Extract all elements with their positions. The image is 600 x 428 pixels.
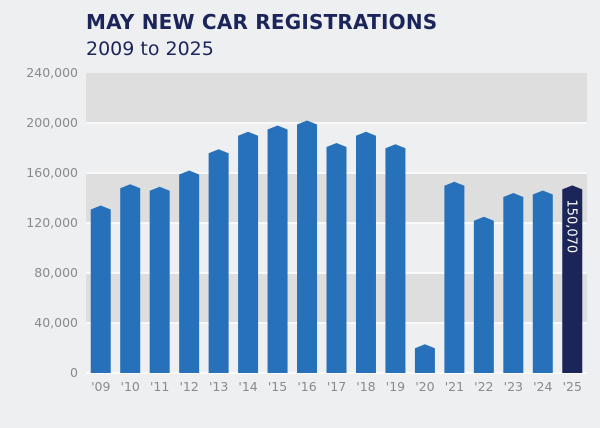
x-tick-label: '20 [415, 379, 434, 394]
y-tick-label: 160,000 [26, 165, 78, 180]
x-tick-label: '22 [474, 379, 493, 394]
x-tick-label: '18 [356, 379, 375, 394]
x-tick-label: '14 [238, 379, 257, 394]
grid-band [86, 73, 587, 123]
x-tick-label: '16 [297, 379, 316, 394]
x-tick-label: '25 [563, 379, 582, 394]
bar-13 [208, 149, 229, 373]
chart-title: MAY NEW CAR REGISTRATIONS [86, 10, 438, 34]
bar-09 [90, 205, 111, 373]
bar-21 [444, 181, 465, 373]
x-tick-label: '10 [121, 379, 140, 394]
bar-22 [473, 216, 494, 373]
bar-25 [562, 185, 583, 373]
bar-12 [179, 170, 200, 373]
y-tick-label: 240,000 [26, 65, 78, 80]
x-tick-label: '11 [150, 379, 169, 394]
y-tick-label: 200,000 [26, 115, 78, 130]
x-tick-label: '17 [327, 379, 346, 394]
x-tick-label: '15 [268, 379, 287, 394]
x-tick-label: '24 [533, 379, 552, 394]
chart-subtitle: 2009 to 2025 [86, 38, 214, 60]
bar-14 [238, 131, 259, 373]
bar-10 [120, 184, 141, 373]
y-tick-label: 40,000 [34, 315, 78, 330]
x-tick-label: '13 [209, 379, 228, 394]
y-tick-label: 80,000 [34, 265, 78, 280]
bar-11 [149, 186, 170, 373]
bar-23 [503, 193, 524, 373]
x-tick-label: '19 [386, 379, 405, 394]
bar-17 [326, 143, 347, 373]
data-label: 150,070 [563, 199, 578, 253]
x-tick-label: '21 [445, 379, 464, 394]
x-tick-label: '23 [504, 379, 523, 394]
y-tick-label: 120,000 [26, 215, 78, 230]
bar-15 [267, 125, 288, 373]
bar-24 [532, 190, 553, 373]
x-tick-label: '09 [91, 379, 110, 394]
bar-16 [297, 120, 318, 373]
bar-19 [385, 144, 406, 373]
y-tick-label: 0 [70, 365, 78, 380]
bar-20 [414, 344, 435, 373]
bar-18 [355, 131, 376, 373]
x-tick-label: '12 [179, 379, 198, 394]
